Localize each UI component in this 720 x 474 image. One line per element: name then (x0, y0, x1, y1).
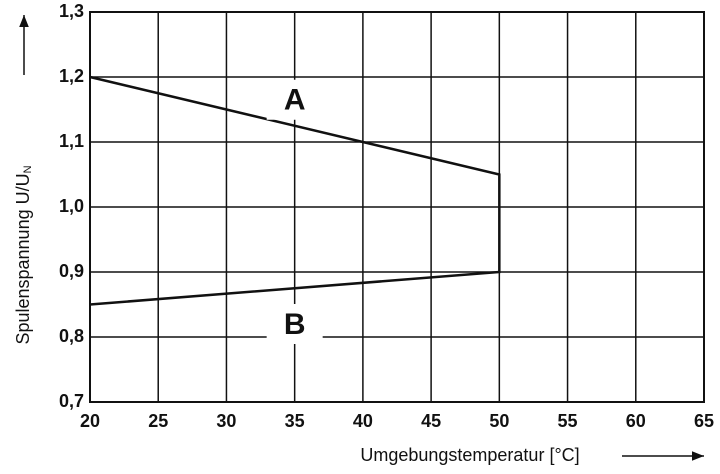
plot-frame (89, 11, 705, 403)
x-tick-label: 65 (694, 411, 714, 431)
y-tick-label: 1,0 (59, 196, 84, 216)
y-axis-label: Spulenspannung U/UN (13, 165, 34, 344)
grid (89, 11, 705, 403)
x-tick-label: 55 (558, 411, 578, 431)
y-axis-label-main: Spulenspannung U/U (13, 173, 33, 344)
annotation-background (266, 79, 323, 120)
y-tick-label: 0,8 (59, 326, 84, 346)
x-tick-label: 30 (216, 411, 236, 431)
x-tick-label: 20 (80, 411, 100, 431)
x-tick-label: 60 (626, 411, 646, 431)
y-tick-label: 1,3 (59, 1, 84, 21)
y-tick-label: 0,7 (59, 391, 84, 411)
x-tick-label: 45 (421, 411, 441, 431)
x-tick-label: 50 (489, 411, 509, 431)
x-tick-label: 25 (148, 411, 168, 431)
x-tick-label: 40 (353, 411, 373, 431)
x-tick-label: 35 (285, 411, 305, 431)
series-line (89, 75, 501, 306)
y-axis-label-subscript: N (22, 165, 34, 173)
x-axis-label: Umgebungstemperatur [°C] (360, 445, 579, 465)
y-tick-label: 1,1 (59, 131, 84, 151)
annotation: B (284, 308, 306, 341)
annotation: A (284, 84, 306, 117)
y-tick-label: 1,2 (59, 66, 84, 86)
annotation-background (266, 304, 323, 344)
y-tick-label: 0,9 (59, 261, 84, 281)
